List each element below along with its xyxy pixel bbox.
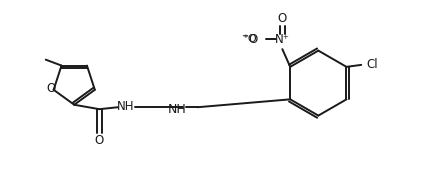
- Text: O: O: [46, 82, 55, 95]
- Text: NH: NH: [117, 100, 135, 113]
- Text: ⁺O: ⁺O: [242, 34, 257, 44]
- Text: Cl: Cl: [366, 58, 378, 71]
- Text: NH: NH: [168, 103, 187, 116]
- Text: $^{-}$O: $^{-}$O: [241, 33, 259, 46]
- Text: O: O: [278, 12, 287, 25]
- Text: O: O: [95, 134, 104, 147]
- Text: N⁺: N⁺: [275, 33, 290, 46]
